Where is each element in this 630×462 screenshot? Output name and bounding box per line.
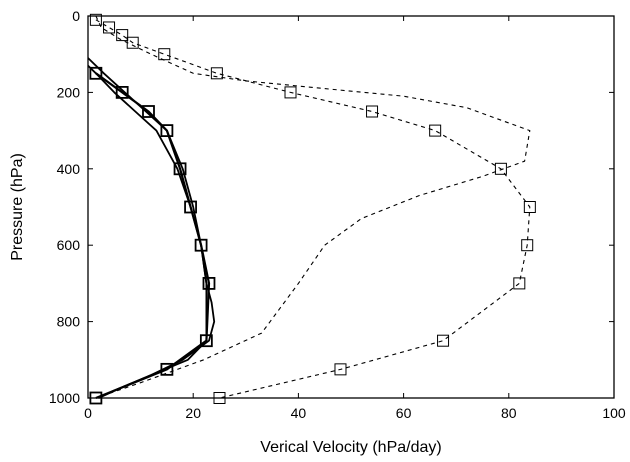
y-tick-label: 1000 bbox=[49, 390, 80, 406]
x-tick-label: 100 bbox=[602, 405, 626, 421]
series-5-point bbox=[523, 201, 536, 213]
series-3-point bbox=[202, 276, 216, 290]
plot-frame bbox=[87, 15, 615, 399]
series-3-point bbox=[199, 334, 213, 348]
x-axis-label: Verical Velocity (hPa/day) bbox=[260, 439, 441, 456]
series-line-2 bbox=[87, 65, 208, 399]
x-tick-label: 80 bbox=[501, 405, 517, 421]
series-5-point bbox=[334, 363, 347, 376]
series-3-point bbox=[194, 238, 208, 252]
series-5-point bbox=[284, 86, 297, 99]
series-5-point bbox=[126, 36, 139, 49]
series-5-point bbox=[494, 162, 507, 175]
series-lines bbox=[87, 15, 531, 400]
series-3-point bbox=[184, 200, 197, 214]
series-3-point bbox=[142, 105, 155, 118]
x-tick-label: 20 bbox=[185, 405, 201, 421]
y-axis-label: Pressure (hPa) bbox=[9, 153, 26, 261]
series-line-4 bbox=[95, 15, 531, 399]
series-markers bbox=[89, 13, 536, 405]
x-tick-label: 40 bbox=[291, 405, 307, 421]
y-tick-label: 800 bbox=[57, 314, 81, 330]
y-tick-label: 200 bbox=[57, 84, 81, 100]
series-3-point bbox=[173, 162, 187, 176]
series-line-5 bbox=[95, 19, 531, 399]
series-3-point bbox=[160, 124, 174, 137]
series-line-3 bbox=[95, 72, 211, 400]
series-5-point bbox=[513, 277, 526, 290]
x-tick-label: 0 bbox=[84, 405, 92, 421]
series-3-point bbox=[160, 362, 174, 376]
series-5-point bbox=[210, 67, 223, 80]
series-5-point bbox=[521, 239, 534, 252]
series-5-point bbox=[158, 48, 171, 61]
series-3-point bbox=[89, 66, 103, 80]
series-5-point bbox=[103, 21, 116, 34]
y-tick-label: 600 bbox=[57, 237, 81, 253]
series-5-point bbox=[429, 124, 442, 137]
series-5-point bbox=[437, 334, 450, 347]
series-5-point bbox=[366, 105, 379, 118]
x-tick-label: 60 bbox=[396, 405, 412, 421]
y-tick-label: 400 bbox=[57, 161, 81, 177]
series-5-point bbox=[116, 29, 129, 42]
y-tick-label: 0 bbox=[72, 8, 80, 24]
series-3-point bbox=[115, 86, 129, 99]
series-5-point bbox=[89, 13, 102, 26]
